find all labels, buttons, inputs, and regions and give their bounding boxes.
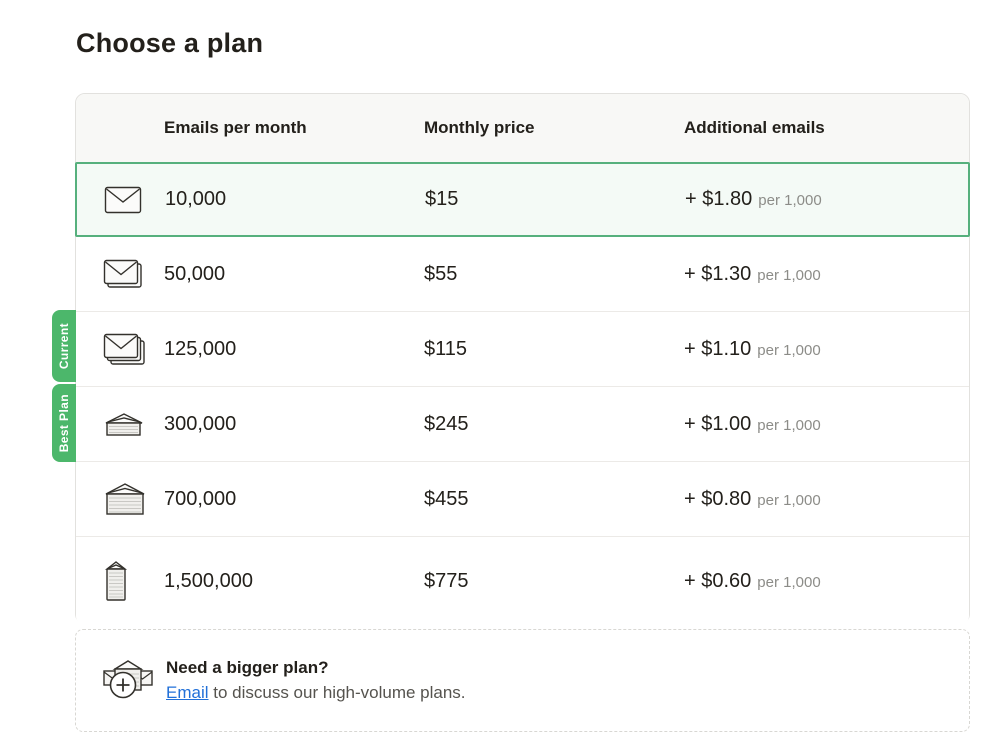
plan-row[interactable]: 300,000 $245 + $1.00 per 1,000	[76, 387, 969, 462]
plan-additional: + $0.60 per 1,000	[684, 570, 969, 593]
plan-additional-unit: per 1,000	[757, 573, 821, 591]
column-header-price: Monthly price	[424, 118, 535, 137]
plan-additional-unit: per 1,000	[757, 491, 821, 509]
plan-row[interactable]: 125,000 $115 + $1.10 per 1,000	[76, 312, 969, 387]
current-plan-badge-label: Current	[57, 322, 71, 370]
plan-additional-price: + $1.10	[684, 337, 752, 360]
plan-additional: + $0.80 per 1,000	[684, 488, 969, 511]
plan-row[interactable]: 700,000 $455 + $0.80 per 1,000	[76, 462, 969, 537]
table-header: Emails per month Monthly price Additiona…	[76, 94, 969, 162]
plan-row[interactable]: 50,000 $55 + $1.30 per 1,000	[76, 237, 969, 312]
envelope-pile-tall-icon	[103, 559, 129, 603]
plan-additional-price: + $1.80	[685, 188, 753, 210]
plan-additional-price: + $1.30	[684, 262, 752, 285]
plan-price: $775	[424, 569, 469, 592]
plans-table: Emails per month Monthly price Additiona…	[75, 93, 970, 625]
current-plan-badge: Current	[52, 310, 76, 382]
plan-additional: + $1.80 per 1,000	[685, 188, 968, 211]
plan-additional-price: + $0.60	[684, 569, 752, 592]
column-header-emails: Emails per month	[164, 118, 307, 137]
plan-emails: 300,000	[164, 412, 237, 435]
envelope-pile-large-icon	[103, 481, 147, 517]
plan-row[interactable]: 1,500,000 $775 + $0.60 per 1,000	[76, 537, 969, 625]
bigger-plan-panel: Need a bigger plan? Email to discuss our…	[75, 629, 970, 732]
bigger-plan-line-rest: to discuss our high-volume plans.	[208, 683, 466, 702]
plan-emails: 125,000	[164, 337, 237, 360]
plan-additional-unit: per 1,000	[757, 266, 821, 284]
plan-price: $115	[424, 337, 468, 360]
plan-emails: 1,500,000	[164, 569, 253, 592]
plan-price: $55	[424, 262, 458, 285]
plan-additional: + $1.10 per 1,000	[684, 338, 969, 361]
bigger-plan-text: Need a bigger plan? Email to discuss our…	[166, 658, 466, 703]
envelope-stack-3-icon	[103, 333, 145, 365]
column-header-additional: Additional emails	[684, 118, 825, 137]
plan-additional: + $1.30 per 1,000	[684, 263, 969, 286]
plan-additional-unit: per 1,000	[758, 192, 822, 209]
page-title: Choose a plan	[76, 28, 264, 58]
bigger-plan-icon	[100, 658, 156, 704]
table-body: 10,000 $15 + $1.80 per 1,000 50,000 $55 + $1.3…	[75, 162, 970, 625]
best-plan-badge-label: Best Plan	[57, 393, 71, 453]
envelope-single-icon	[104, 186, 142, 214]
best-plan-badge: Best Plan	[52, 384, 76, 462]
plan-price: $15	[425, 188, 459, 210]
envelope-pile-small-icon	[103, 411, 145, 438]
plan-additional: + $1.00 per 1,000	[684, 413, 969, 436]
plan-additional-price: + $1.00	[684, 412, 752, 435]
bigger-plan-line: Email to discuss our high-volume plans.	[166, 683, 466, 703]
plan-price: $245	[424, 412, 469, 435]
plan-additional-unit: per 1,000	[757, 416, 821, 434]
plan-emails: 10,000	[165, 188, 227, 210]
plan-emails: 700,000	[164, 487, 237, 510]
email-link[interactable]: Email	[166, 683, 209, 702]
plan-price: $455	[424, 487, 469, 510]
envelope-stack-2-icon	[103, 259, 143, 289]
plan-additional-unit: per 1,000	[757, 341, 821, 359]
bigger-plan-heading: Need a bigger plan?	[166, 658, 329, 677]
plan-emails: 50,000	[164, 262, 226, 285]
plan-additional-price: + $0.80	[684, 487, 752, 510]
plan-row[interactable]: 10,000 $15 + $1.80 per 1,000	[75, 162, 970, 237]
